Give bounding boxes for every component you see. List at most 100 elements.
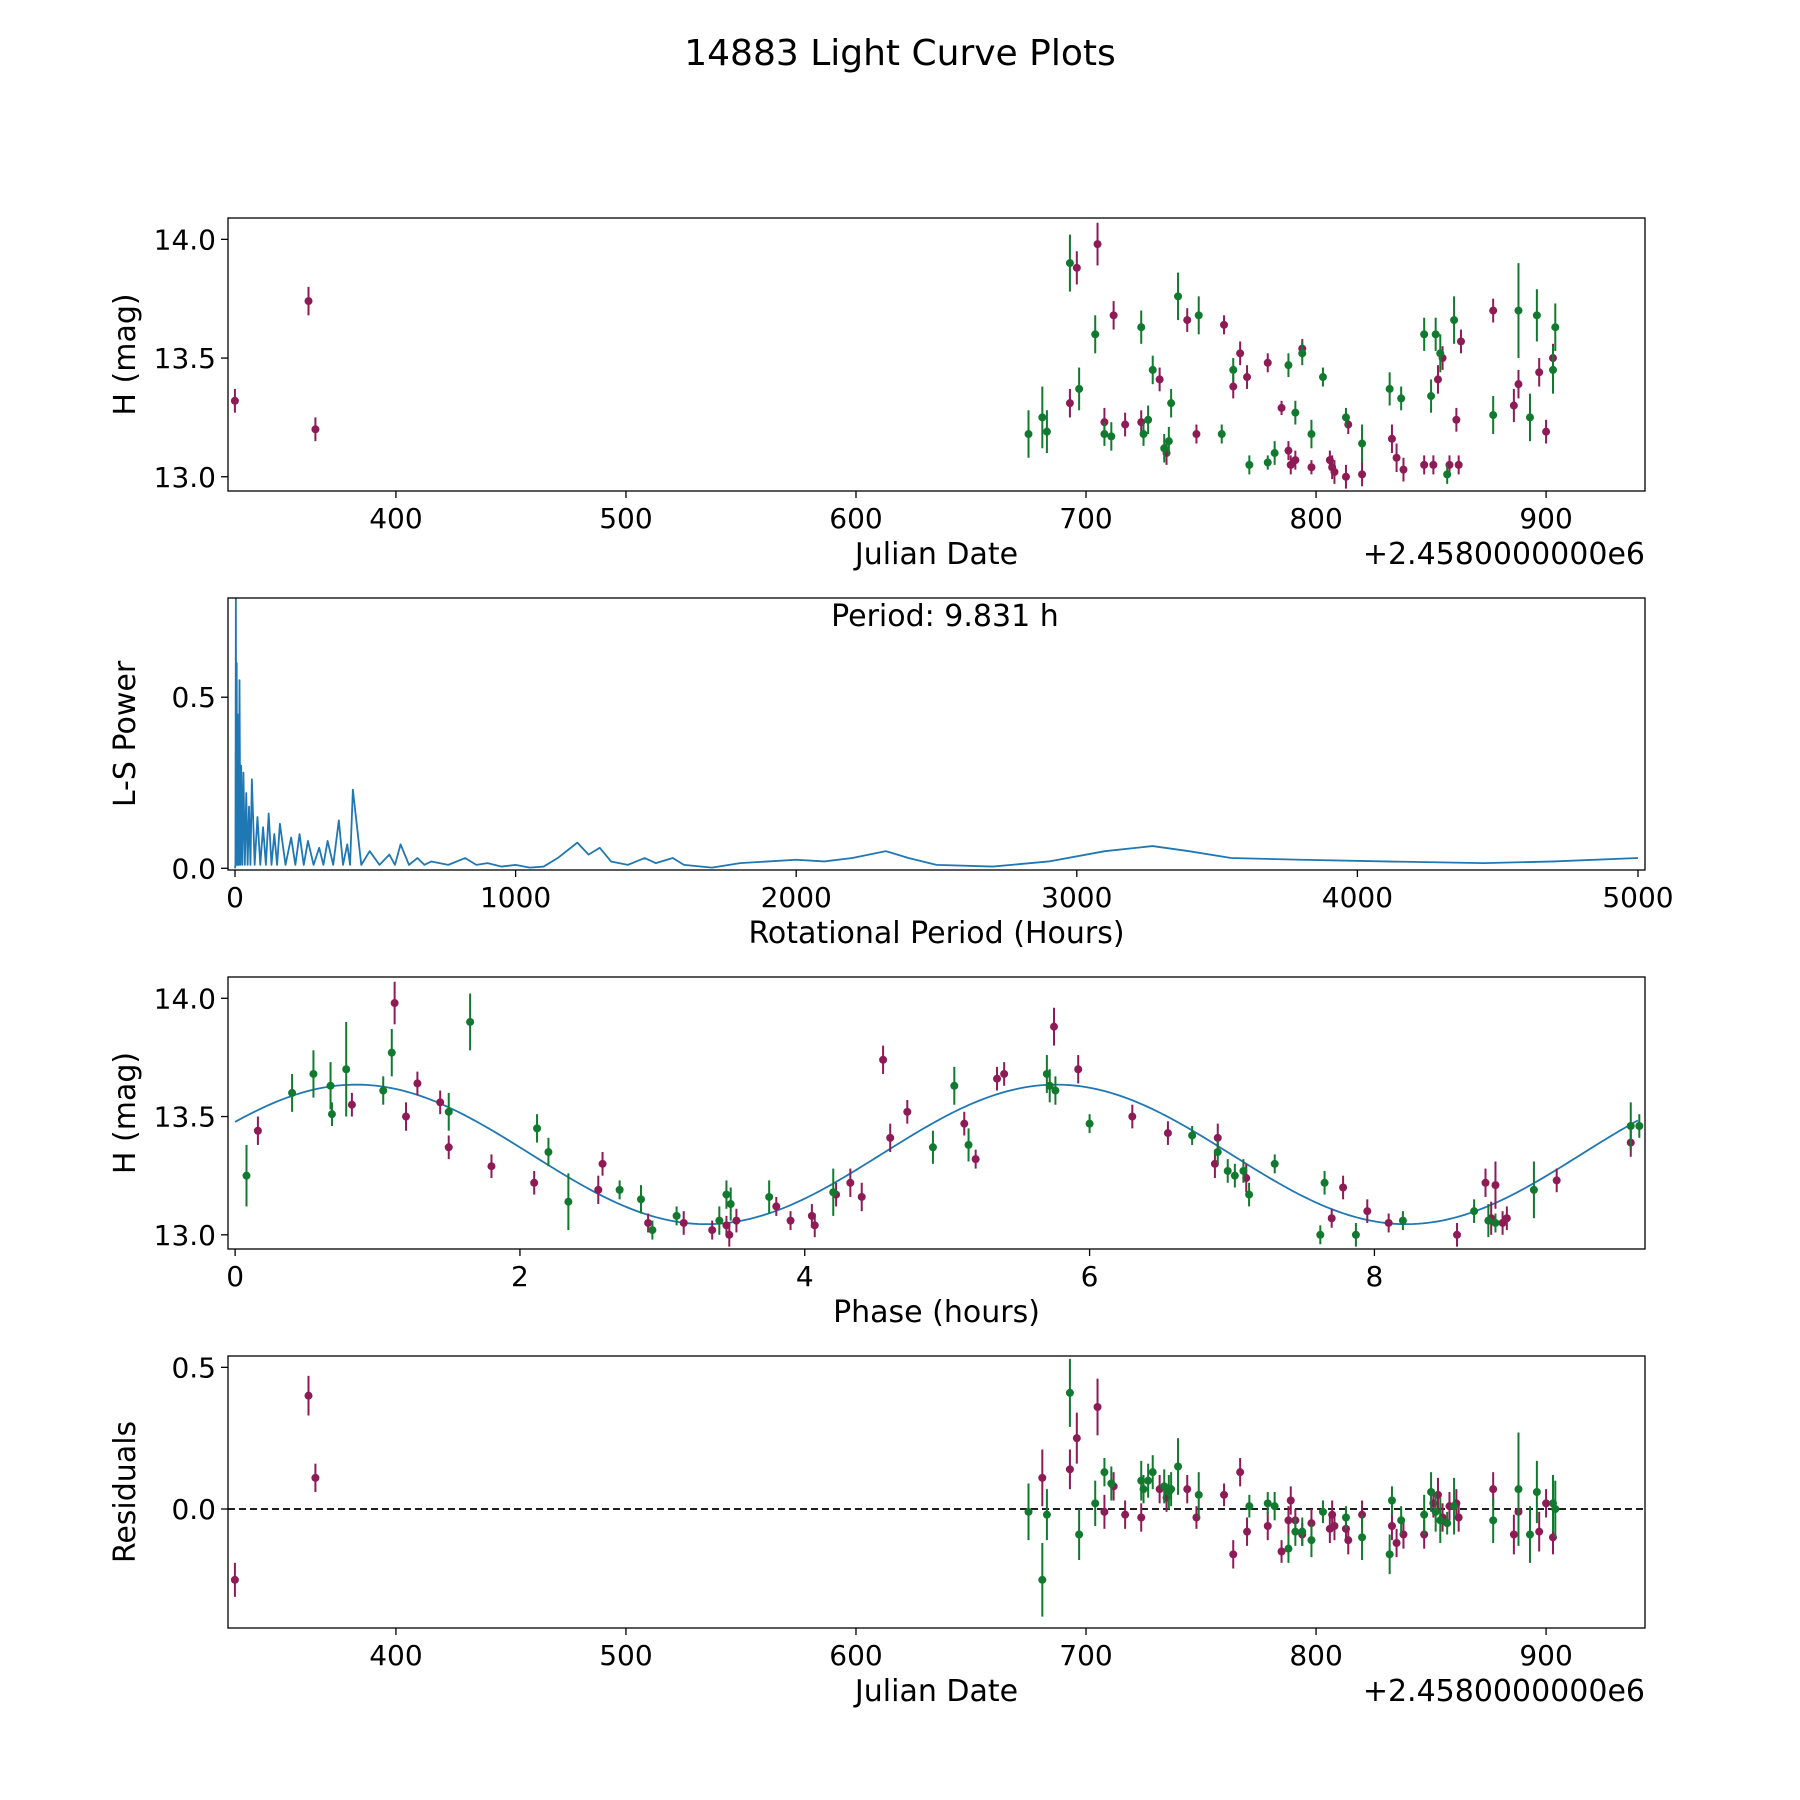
data-point-green: [1298, 1527, 1307, 1536]
data-point-green: [379, 1086, 388, 1095]
data-point-red: [311, 1473, 320, 1482]
data-point-red: [1339, 1183, 1348, 1192]
data-point-green: [1431, 1507, 1440, 1516]
data-point-red: [1121, 1510, 1130, 1519]
data-point-green: [672, 1211, 681, 1220]
data-point-green: [1042, 1510, 1051, 1519]
data-point-green: [1431, 330, 1440, 339]
data-point-red: [1454, 1513, 1463, 1522]
data-point-green: [1139, 1485, 1148, 1494]
data-point-green: [1635, 1122, 1644, 1131]
data-point-green: [1307, 1536, 1316, 1545]
data-point-red: [1307, 463, 1316, 472]
y-tick-label: 0.0: [171, 1493, 216, 1526]
data-point-red: [598, 1159, 607, 1168]
data-point-red: [304, 1391, 313, 1400]
data-point-red: [725, 1230, 734, 1239]
data-point-red: [1327, 1214, 1336, 1223]
data-point-red: [1229, 1550, 1238, 1559]
data-point-green: [648, 1226, 657, 1235]
data-point-green: [722, 1190, 731, 1199]
data-point-green: [1298, 349, 1307, 358]
data-point-green: [829, 1188, 838, 1197]
data-point-green: [1385, 1550, 1394, 1559]
x-offset-text: +2.4580000000e6: [1363, 537, 1645, 572]
panel-residuals: 400 500 600 700 800 900 0.0 0.5 Julian Date Resid…: [108, 1351, 1646, 1709]
data-point-green: [444, 1107, 453, 1116]
data-point-green: [1341, 1513, 1350, 1522]
data-point-green: [1245, 460, 1254, 469]
data-point-green: [1174, 292, 1183, 301]
data-point-red: [1363, 1207, 1372, 1216]
data-point-red: [347, 1100, 356, 1109]
data-point-green: [1484, 1216, 1493, 1225]
data-point-red: [1074, 1065, 1083, 1074]
data-point-green: [1358, 439, 1367, 448]
data-point-red: [253, 1126, 262, 1135]
data-point-red: [971, 1155, 980, 1164]
data-point-green: [1263, 458, 1272, 467]
x-tick-label: 900: [1519, 502, 1572, 535]
x-tick-label: 2000: [761, 881, 832, 914]
data-point-green: [327, 1110, 336, 1119]
data-point-green: [1427, 392, 1436, 401]
data-point-green: [636, 1195, 645, 1204]
y-tick-label: 14.0: [154, 223, 216, 256]
data-point-red: [1535, 1527, 1544, 1536]
data-point-green: [1065, 259, 1074, 268]
data-point-red: [1392, 1539, 1401, 1547]
data-point-red: [530, 1178, 539, 1187]
data-point-red: [436, 1098, 445, 1107]
data-point-green: [1051, 1086, 1060, 1095]
periodogram-plot-area: [234, 598, 1639, 869]
data-point-red: [1263, 1522, 1272, 1530]
y-axis-label: L-S Power: [108, 660, 143, 807]
data-point-green: [1075, 384, 1084, 393]
data-point-red: [1514, 380, 1523, 389]
data-point-green: [1137, 323, 1146, 332]
data-point-red: [1229, 382, 1238, 391]
data-point-green: [1397, 1516, 1406, 1525]
data-point-green: [309, 1069, 318, 1078]
data-point-green: [1291, 1527, 1300, 1536]
data-point-green: [326, 1081, 335, 1090]
data-point-red: [1330, 468, 1339, 477]
data-point-green: [564, 1197, 573, 1206]
data-point-red: [1065, 1465, 1074, 1474]
data-point-green: [1341, 413, 1350, 422]
x-tick-label: 400: [369, 502, 422, 535]
data-point-red: [886, 1133, 895, 1142]
x-tick-label: 600: [829, 502, 882, 535]
data-point-red: [1263, 358, 1272, 367]
data-point-red: [1220, 320, 1229, 329]
data-point-green: [1174, 1462, 1183, 1471]
data-point-green: [1491, 1218, 1500, 1227]
data-point-red: [1284, 1516, 1293, 1525]
data-point-red: [444, 1143, 453, 1152]
data-point-green: [715, 1216, 724, 1225]
data-point-red: [230, 396, 239, 405]
data-point-red: [1000, 1069, 1009, 1078]
periodogram-frame: [227, 597, 1646, 871]
data-point-green: [1091, 1499, 1100, 1508]
data-point-green: [1148, 365, 1157, 374]
data-point-red: [772, 1202, 781, 1211]
x-tick-label: 400: [369, 1639, 422, 1672]
data-point-green: [1397, 394, 1406, 403]
y-tick-label: 13.0: [154, 461, 216, 494]
data-point-green: [1532, 1488, 1541, 1496]
data-point-red: [1236, 1468, 1245, 1477]
data-point-red: [1502, 1214, 1511, 1223]
x-tick-label: 1000: [480, 881, 551, 914]
data-point-green: [1045, 1081, 1054, 1090]
data-point-green: [726, 1200, 735, 1209]
data-point-red: [487, 1162, 496, 1171]
data-point-green: [1194, 1490, 1203, 1499]
x-tick-label: 2: [511, 1260, 529, 1293]
x-tick-label: 500: [599, 502, 652, 535]
data-point-red: [1491, 1181, 1500, 1190]
lightcurve-frame: [227, 217, 1646, 492]
x-axis-label: Phase (hours): [833, 1295, 1040, 1330]
data-point-red: [1454, 460, 1463, 469]
data-point-green: [1038, 413, 1047, 422]
